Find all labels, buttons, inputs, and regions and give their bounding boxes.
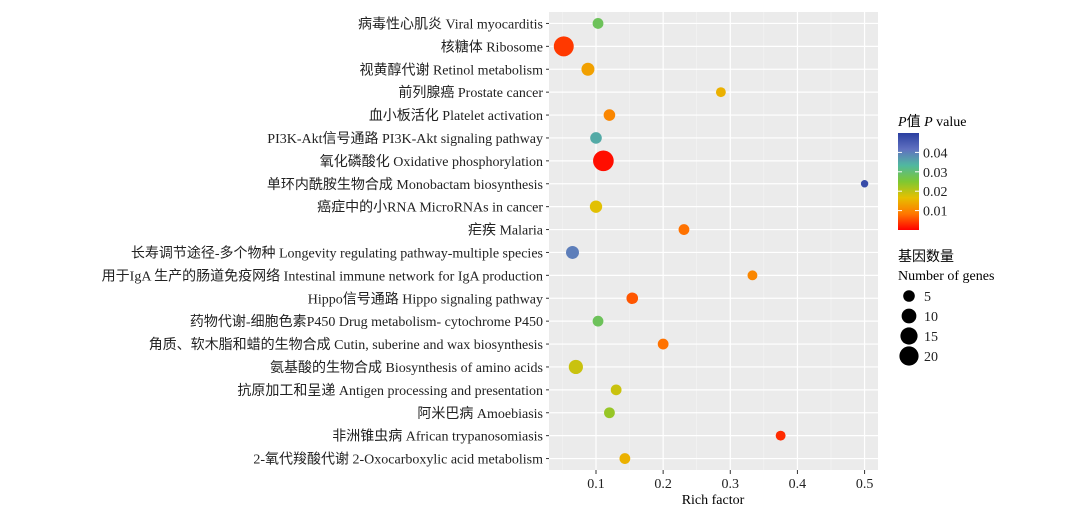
y-tick-label: 癌症中的小RNA MicroRNAs in cancer (317, 200, 543, 216)
color-legend: P值 P value 0.04 0.03 0.02 0.01 (897, 114, 966, 230)
data-point (566, 245, 579, 259)
plot-panel (549, 12, 878, 470)
size-legend-title-1: 基因数量 (898, 248, 954, 265)
x-tick-label: 0.5 (856, 477, 874, 492)
color-tick-label: 0.04 (923, 146, 948, 161)
y-tick-label: 视黄醇代谢 Retinol metabolism (359, 61, 543, 78)
y-tick-label: 药物代谢-细胞色素P450 Drug metabolism- cytochrom… (190, 313, 543, 330)
color-legend-title-italic2: P (923, 115, 933, 130)
data-point (657, 338, 669, 350)
y-axis-labels: 病毒性心肌炎 Viral myocarditis 核糖体 Ribosome 视黄醇代… (102, 16, 549, 468)
data-point (715, 87, 726, 98)
color-legend-title-mid: 值 (907, 114, 925, 130)
size-key-label: 20 (924, 350, 938, 365)
y-tick-label: 角质、软木脂和蜡的生物合成 Cutin, suberine and wax bi… (149, 337, 543, 353)
data-point (678, 224, 690, 235)
data-point (610, 384, 622, 396)
y-tick-label: 前列腺癌 Prostate cancer (398, 84, 543, 101)
y-tick-label: 病毒性心肌炎 Viral myocarditis (358, 16, 543, 32)
color-legend-ticks: 0.04 0.03 0.02 0.01 (898, 146, 948, 220)
data-point (592, 18, 604, 29)
x-tick-label: 0.1 (587, 477, 605, 492)
data-point (603, 109, 616, 121)
y-tick-label: Hippo信号通路 Hippo signaling pathway (308, 291, 543, 307)
y-tick-label: 单环内酰胺生物合成 Monobactam biosynthesis (267, 177, 543, 193)
x-axis-label: Rich factor (682, 493, 745, 508)
size-key-dot (899, 346, 919, 366)
size-key-label: 10 (924, 310, 938, 325)
data-point (747, 270, 758, 281)
size-key-label: 15 (924, 330, 938, 345)
y-tick-label: 氧化磷酸化 Oxidative phosphorylation (320, 154, 543, 170)
data-point (553, 36, 574, 57)
x-tick-label: 0.4 (789, 477, 807, 492)
data-point (604, 407, 615, 419)
data-point (590, 132, 602, 144)
x-tick-label: 0.2 (654, 477, 672, 492)
y-tick-label: 长寿调节途径-多个物种 Longevity regulating pathway… (131, 244, 543, 261)
y-tick-label: 血小板活化 Platelet activation (369, 108, 543, 124)
data-points (553, 18, 869, 464)
grid-lines (549, 12, 878, 470)
y-tick-label: 氨基酸的生物合成 Biosynthesis of amino acids (270, 359, 543, 376)
data-point (592, 315, 604, 327)
size-legend-keys: 5 10 15 20 (899, 290, 938, 366)
data-point (568, 359, 583, 375)
color-tick-label: 0.02 (923, 185, 948, 200)
x-axis: 0.1 0.2 0.3 0.4 0.5 (587, 470, 873, 492)
size-key-dot (903, 290, 915, 302)
data-point (619, 453, 631, 464)
color-tick-label: 0.01 (923, 205, 948, 220)
y-tick-label: 抗原加工和呈递 Antigen processing and presentat… (237, 383, 543, 399)
y-tick-label: 核糖体 Ribosome (441, 39, 543, 55)
y-tick-label: 疟疾 Malaria (468, 223, 544, 239)
data-point (775, 430, 786, 441)
color-tick-label: 0.03 (923, 166, 948, 181)
x-tick-label: 0.3 (722, 477, 740, 492)
size-key-label: 5 (924, 290, 931, 305)
data-point (593, 150, 614, 172)
color-legend-title: P值 P value (897, 114, 966, 130)
data-point (626, 292, 639, 305)
color-legend-title-italic: P (897, 115, 907, 130)
y-tick-label: 2-氧代羧酸代谢 2-Oxocarboxylic acid metabolism (253, 452, 543, 468)
y-tick-label: 用于IgA 生产的肠道免疫网络 Intestinal immune networ… (102, 268, 543, 284)
color-legend-title-tail: value (933, 115, 967, 130)
y-tick-label: 非洲锥虫病 African trypanosomiasis (332, 429, 543, 445)
y-tick-label: PI3K-Akt信号通路 PI3K-Akt signaling pathway (267, 131, 543, 147)
data-point (860, 180, 869, 188)
size-legend-title-2: Number of genes (898, 269, 994, 284)
y-tick-label: 阿米巴病 Amoebiasis (417, 406, 543, 422)
size-legend: 基因数量 Number of genes 5 10 15 20 (898, 248, 994, 366)
data-point (589, 200, 603, 213)
data-point (581, 62, 595, 76)
size-key-dot (901, 308, 917, 324)
size-key-dot (900, 327, 918, 345)
color-bar (898, 133, 919, 230)
